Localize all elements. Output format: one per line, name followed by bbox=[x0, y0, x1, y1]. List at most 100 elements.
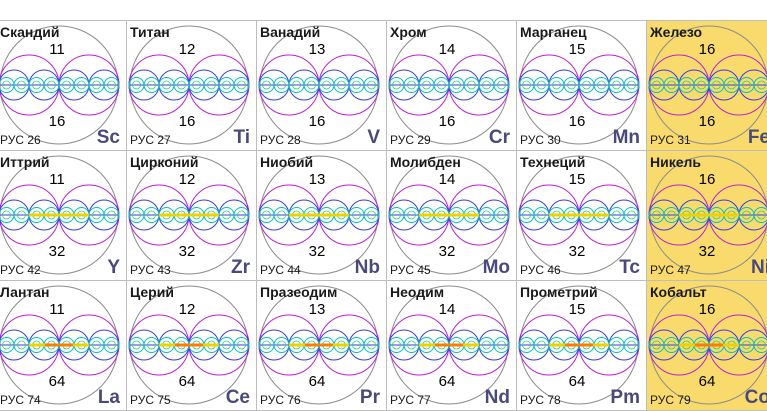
element-symbol: La bbox=[97, 387, 120, 408]
atom-diagram-icon bbox=[258, 285, 380, 405]
atom-diagram-icon bbox=[128, 155, 250, 275]
element-symbol: Mo bbox=[482, 257, 510, 278]
bottom-number: 16 bbox=[178, 113, 196, 130]
top-number: 13 bbox=[308, 41, 326, 58]
element-code: РУС 30 bbox=[520, 133, 561, 147]
element-name: Ванадий bbox=[260, 24, 321, 40]
element-code: РУС 26 bbox=[0, 133, 41, 147]
element-cell-pm[interactable]: Прометрий 15 64 РУС 78 Pm bbox=[517, 281, 647, 411]
top-number: 14 bbox=[438, 41, 456, 58]
top-number: 14 bbox=[438, 301, 456, 318]
top-number: 11 bbox=[49, 301, 65, 318]
element-name: Молибден bbox=[390, 154, 461, 170]
atom-diagram-icon bbox=[0, 25, 120, 145]
bottom-number: 16 bbox=[698, 113, 716, 130]
element-code: РУС 75 bbox=[130, 393, 171, 407]
top-number: 16 bbox=[698, 301, 716, 318]
atom-diagram-icon bbox=[388, 155, 510, 275]
element-cell-v[interactable]: Ванадий 13 16 РУС 28 V bbox=[257, 21, 387, 151]
element-cell-la[interactable]: Лантан 11 64 РУС 74 La bbox=[0, 281, 127, 411]
atom-diagram-icon bbox=[258, 155, 380, 275]
element-code: РУС 28 bbox=[260, 133, 301, 147]
bottom-number: 32 bbox=[178, 243, 196, 260]
table-top-border bbox=[0, 20, 767, 21]
element-cell-ce[interactable]: Церий 12 64 РУС 75 Ce bbox=[127, 281, 257, 411]
element-symbol: Ce bbox=[225, 387, 250, 408]
atom-diagram-icon bbox=[388, 25, 510, 145]
top-number: 11 bbox=[49, 41, 65, 58]
element-code: РУС 74 bbox=[0, 393, 41, 407]
element-code: РУС 42 bbox=[0, 263, 41, 277]
bottom-number: 16 bbox=[308, 113, 326, 130]
element-cell-cr[interactable]: Хром 14 16 РУС 29 Cr bbox=[387, 21, 517, 151]
element-cell-y[interactable]: Иттрий 11 32 РУС 42 Y bbox=[0, 151, 127, 281]
element-grid: Скандий 11 16 РУС 26 Sc Титан 12 16 РУС 27 Ti Вана… bbox=[0, 21, 767, 411]
atom-diagram-icon bbox=[128, 25, 250, 145]
bottom-number: 16 bbox=[438, 113, 456, 130]
element-symbol: Y bbox=[107, 257, 120, 278]
element-cell-ti[interactable]: Титан 12 16 РУС 27 Ti bbox=[127, 21, 257, 151]
bottom-number: 32 bbox=[698, 243, 716, 260]
element-symbol: Mn bbox=[612, 127, 640, 148]
element-name: Цирконий bbox=[130, 154, 199, 170]
bottom-number: 32 bbox=[48, 243, 66, 260]
element-symbol: Zr bbox=[231, 257, 250, 278]
element-name: Железо bbox=[650, 24, 703, 40]
atom-diagram-icon bbox=[518, 285, 640, 405]
element-symbol: V bbox=[367, 127, 380, 148]
top-number: 15 bbox=[568, 301, 586, 318]
bottom-number: 32 bbox=[308, 243, 326, 260]
element-cell-mn[interactable]: Марганец 15 16 РУС 30 Mn bbox=[517, 21, 647, 151]
element-symbol: Nd bbox=[484, 387, 510, 408]
element-symbol: Sc bbox=[96, 127, 120, 148]
element-cell-sc[interactable]: Скандий 11 16 РУС 26 Sc bbox=[0, 21, 127, 151]
element-name: Хром bbox=[390, 24, 427, 40]
bottom-number: 32 bbox=[438, 243, 456, 260]
bottom-number: 64 bbox=[698, 373, 716, 390]
atom-diagram-icon bbox=[0, 155, 120, 275]
element-name: Празеодим bbox=[260, 284, 338, 300]
element-cell-mo[interactable]: Молибден 14 32 РУС 45 Mo bbox=[387, 151, 517, 281]
top-number: 12 bbox=[178, 41, 196, 58]
element-name: Церий bbox=[130, 284, 174, 300]
element-code: РУС 79 bbox=[650, 393, 691, 407]
element-cell-nd[interactable]: Неодим 14 64 РУС 77 Nd bbox=[387, 281, 517, 411]
element-symbol: Tc bbox=[619, 257, 640, 278]
element-code: РУС 76 bbox=[260, 393, 301, 407]
top-number: 16 bbox=[698, 171, 716, 188]
element-name: Титан bbox=[130, 24, 170, 40]
element-name: Ниобий bbox=[260, 154, 314, 170]
atom-diagram-icon bbox=[518, 25, 640, 145]
top-number: 13 bbox=[308, 301, 326, 318]
element-code: РУС 47 bbox=[650, 263, 691, 277]
top-number: 12 bbox=[178, 301, 196, 318]
top-number: 15 bbox=[568, 171, 586, 188]
element-cell-pr[interactable]: Празеодим 13 64 РУС 76 Pr bbox=[257, 281, 387, 411]
atom-diagram-icon bbox=[648, 25, 767, 145]
element-name: Скандий bbox=[0, 24, 60, 40]
bottom-number: 32 bbox=[568, 243, 586, 260]
element-symbol: Co bbox=[744, 387, 767, 408]
element-cell-tc[interactable]: Технеций 15 32 РУС 46 Tc bbox=[517, 151, 647, 281]
top-number: 15 bbox=[568, 41, 586, 58]
element-cell-nb[interactable]: Ниобий 13 32 РУС 44 Nb bbox=[257, 151, 387, 281]
top-number: 16 bbox=[698, 41, 716, 58]
bottom-number: 16 bbox=[568, 113, 586, 130]
element-code: РУС 77 bbox=[390, 393, 431, 407]
element-cell-zr[interactable]: Цирконий 12 32 РУС 43 Zr bbox=[127, 151, 257, 281]
element-name: Никель bbox=[650, 154, 702, 170]
element-symbol: Ti bbox=[233, 127, 250, 148]
bottom-number: 64 bbox=[48, 373, 66, 390]
bottom-number: 64 bbox=[308, 373, 326, 390]
bottom-number: 64 bbox=[568, 373, 586, 390]
top-number: 11 bbox=[49, 171, 65, 188]
element-name: Лантан bbox=[0, 284, 50, 300]
element-code: РУС 29 bbox=[390, 133, 431, 147]
atom-diagram-icon bbox=[518, 155, 640, 275]
element-symbol: Fe bbox=[747, 127, 767, 148]
bottom-number: 64 bbox=[438, 373, 456, 390]
bottom-number: 16 bbox=[48, 113, 66, 130]
